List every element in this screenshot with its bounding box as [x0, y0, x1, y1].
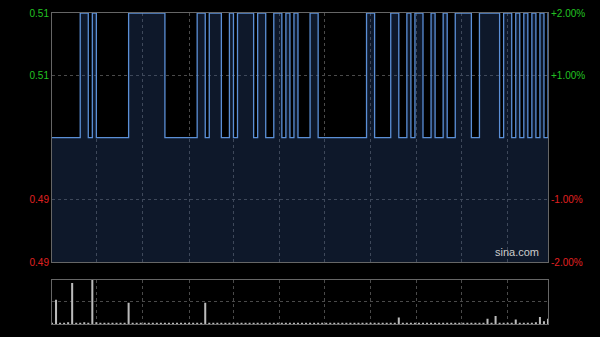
svg-text:+2.00%: +2.00%: [551, 8, 585, 19]
svg-text:0.49: 0.49: [30, 194, 50, 205]
svg-text:-2.00%: -2.00%: [551, 257, 583, 268]
svg-text:0.49: 0.49: [30, 257, 50, 268]
svg-text:+1.00%: +1.00%: [551, 70, 585, 81]
svg-text:0.51: 0.51: [30, 8, 50, 19]
svg-text:0.51: 0.51: [30, 70, 50, 81]
svg-text:sina.com: sina.com: [495, 246, 539, 258]
svg-text:-1.00%: -1.00%: [551, 194, 583, 205]
